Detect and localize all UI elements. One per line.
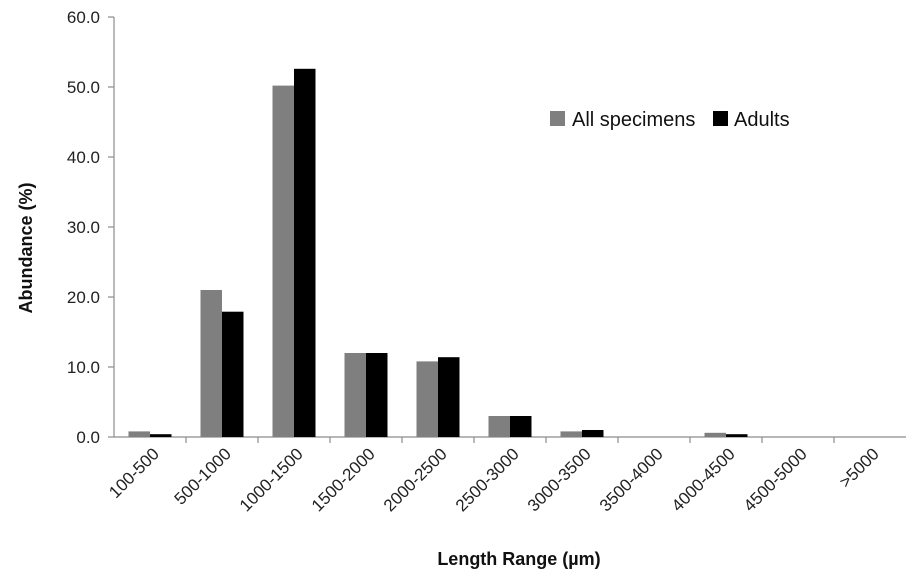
x-tick-label: >5000 [836, 444, 883, 491]
y-tick-label: 30.0 [67, 218, 100, 237]
bar-series-group [128, 68, 748, 438]
y-axis-ticks: 0.0 10.0 20.0 30.0 40.0 50.0 60.0 [67, 8, 114, 447]
bar-adults-3 [294, 68, 316, 438]
legend: All specimens Adults [550, 109, 790, 131]
bar-adults-4 [366, 353, 388, 437]
legend-swatch-adults [713, 111, 728, 126]
y-tick-label: 0.0 [76, 428, 100, 447]
x-tick-label: 500-1000 [171, 444, 235, 508]
y-axis-title: Abundance (%) [16, 182, 36, 313]
bar-adults-6 [510, 416, 532, 437]
bar-all-specimens-3 [272, 85, 294, 437]
y-tick-label: 40.0 [67, 148, 100, 167]
x-tick-label: 2500-3000 [452, 444, 523, 515]
x-tick-label: 3000-3500 [524, 444, 595, 515]
bar-all-specimens-2 [200, 290, 222, 437]
x-tick-label: 2000-2500 [380, 444, 451, 515]
y-tick-label: 20.0 [67, 288, 100, 307]
x-tick-label: 4500-5000 [740, 444, 811, 515]
x-tick-label: 100-500 [105, 444, 163, 502]
bar-adults-2 [222, 311, 244, 437]
legend-swatch-all-specimens [550, 111, 565, 126]
bar-adults-1 [150, 434, 172, 437]
x-tick-label: 1500-2000 [308, 444, 379, 515]
bar-all-specimens-4 [344, 353, 366, 437]
y-tick-label: 10.0 [67, 358, 100, 377]
legend-label-all-specimens: All specimens [572, 109, 695, 131]
bar-all-specimens-5 [416, 361, 438, 437]
x-tick-label: 3500-4000 [596, 444, 667, 515]
x-axis-ticks: 100-500 500-1000 1000-1500 1500-2000 2000-25… [105, 437, 883, 515]
bar-adults-5 [438, 357, 460, 437]
y-tick-label: 60.0 [67, 8, 100, 27]
legend-label-adults: Adults [734, 109, 790, 131]
bar-adults-9 [726, 434, 748, 437]
bar-all-specimens-7 [560, 431, 582, 437]
x-tick-label: 4000-4500 [668, 444, 739, 515]
x-tick-label: 1000-1500 [236, 444, 307, 515]
bar-adults-7 [582, 430, 604, 437]
y-tick-label: 50.0 [67, 78, 100, 97]
bar-all-specimens-9 [704, 432, 726, 437]
x-axis-title: Length Range (µm) [437, 549, 600, 569]
bar-all-specimens-1 [128, 431, 150, 437]
bar-all-specimens-6 [488, 416, 510, 437]
